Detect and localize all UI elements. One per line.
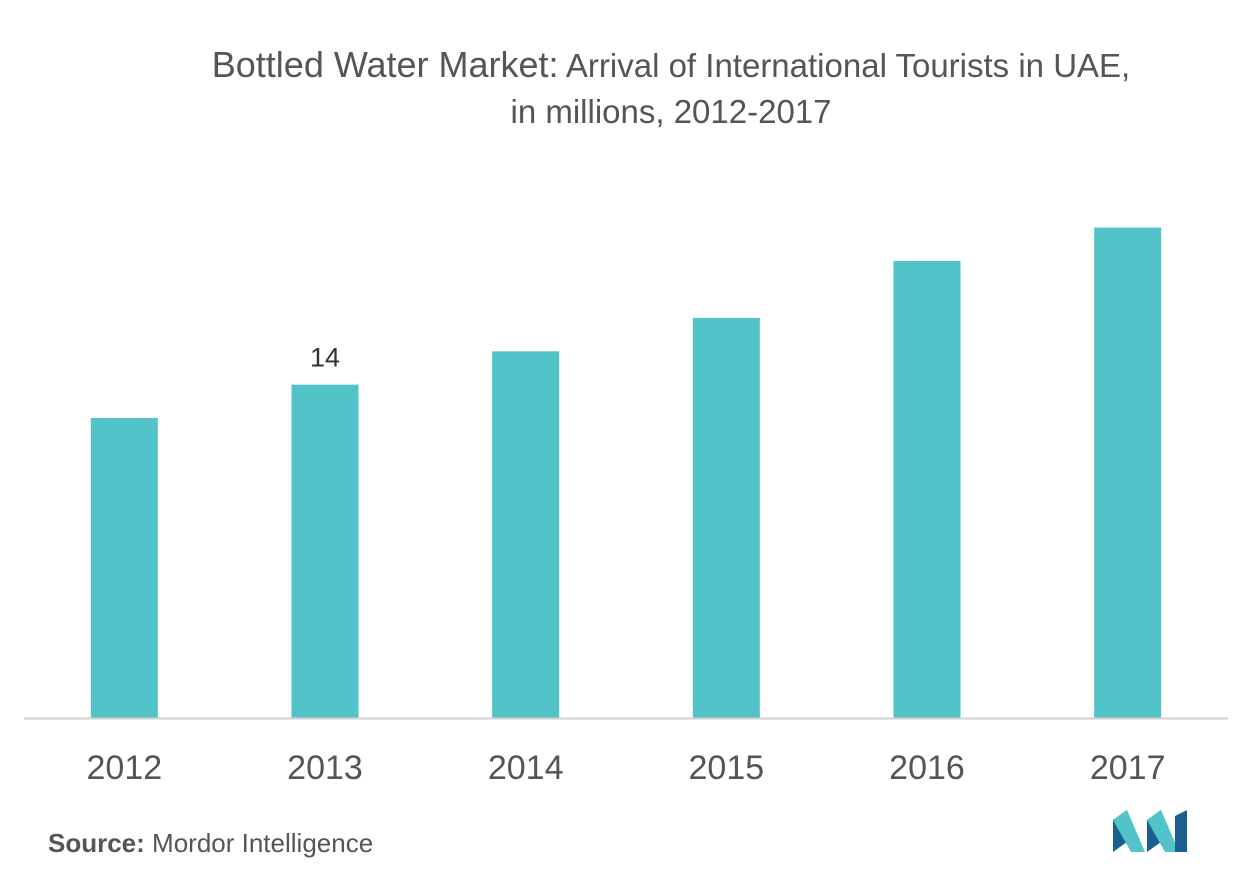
source-note: Source: Mordor Intelligence — [48, 828, 373, 859]
source-label: Source: — [48, 828, 145, 858]
x-tick-label-2016: 2016 — [889, 749, 965, 787]
source-text: Mordor Intelligence — [152, 828, 374, 858]
chart-title-main: Bottled Water Market: — [211, 44, 559, 85]
x-tick-label-2012: 2012 — [87, 749, 163, 787]
chart-title-rest: Arrival of International Tourists in UAE… — [565, 47, 1131, 84]
x-tick-label-2015: 2015 — [689, 749, 765, 787]
mordor-intelligence-logo-icon — [1113, 810, 1187, 852]
bar-2017 — [1094, 227, 1162, 718]
x-tick-label-2013: 2013 — [287, 749, 363, 787]
bar-2014 — [492, 351, 560, 718]
chart-title-line-1: Bottled Water Market: Arrival of Interna… — [0, 42, 1252, 89]
data-label-2013: 14 — [310, 343, 340, 373]
bar-2012 — [90, 418, 158, 718]
bar-2016 — [893, 260, 961, 718]
chart-title: Bottled Water Market: Arrival of Interna… — [0, 42, 1252, 135]
bar-2013 — [291, 384, 359, 718]
bar-2015 — [692, 318, 760, 718]
chart-title-line-2: in millions, 2012-2017 — [510, 93, 832, 130]
x-tick-label-2017: 2017 — [1090, 749, 1166, 787]
x-tick-label-2014: 2014 — [488, 749, 564, 787]
